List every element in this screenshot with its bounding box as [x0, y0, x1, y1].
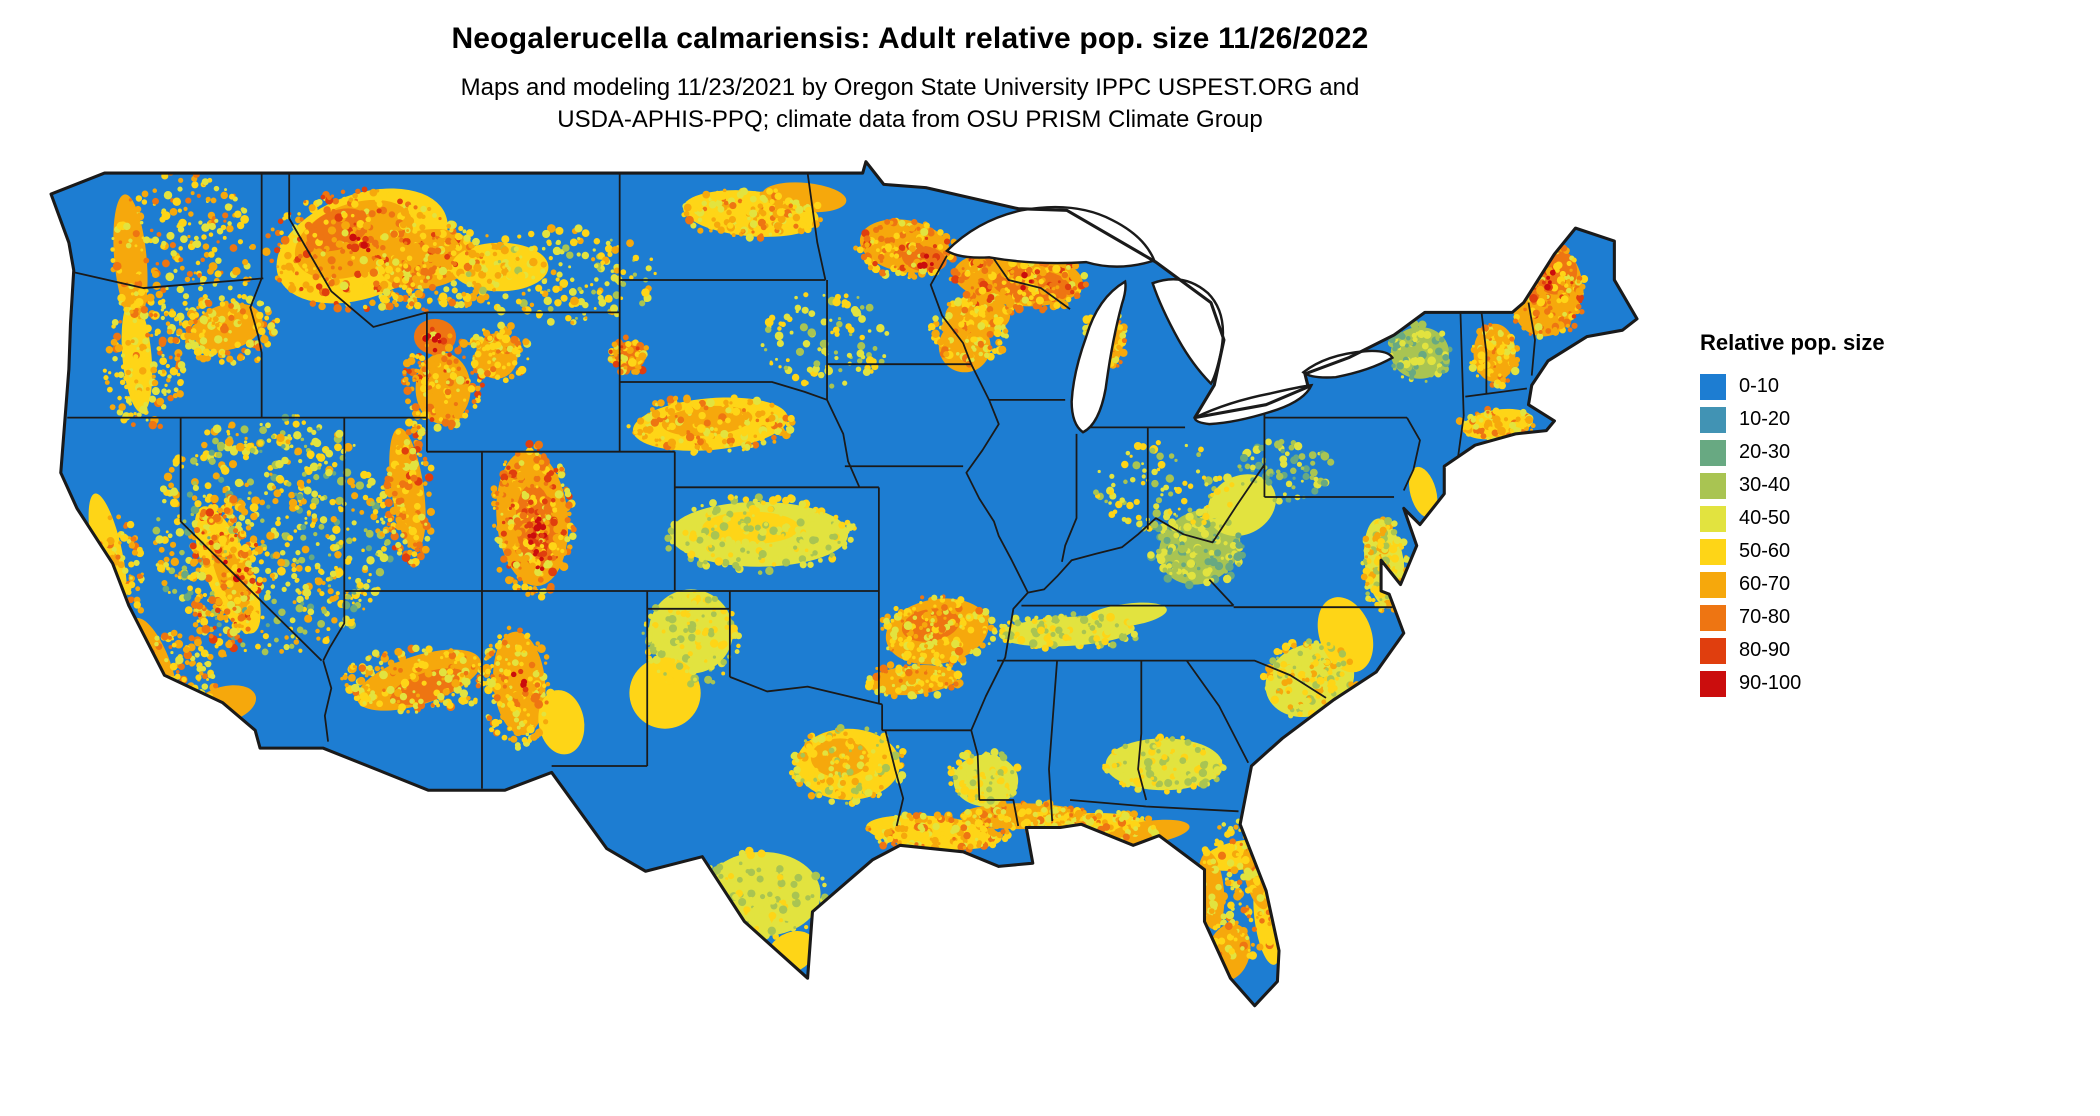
legend-swatch [1700, 571, 1726, 598]
legend-row: 70-80 [1700, 601, 1885, 634]
legend-label: 40-50 [1739, 507, 1791, 529]
legend-row: 30-40 [1700, 469, 1885, 502]
legend-swatch [1700, 373, 1726, 400]
legend-row: 40-50 [1700, 502, 1885, 535]
legend-label: 30-40 [1739, 474, 1791, 496]
legend-label: 60-70 [1739, 573, 1791, 595]
legend-label: 90-100 [1739, 672, 1802, 694]
map-legend: Relative pop. size 0-10 10-20 20-30 30-40 40… [1700, 330, 1885, 700]
legend-label: 20-30 [1739, 441, 1791, 463]
page-title: Neogalerucella calmariensis: Adult relat… [451, 22, 1369, 55]
credit-line-2: USDA-APHIS-PPQ; climate data from OSU PR… [557, 105, 1263, 133]
land-raster [51, 161, 1638, 1006]
legend-label: 0-10 [1739, 375, 1780, 397]
state-boundaries [67, 172, 1536, 827]
legend-label: 50-60 [1739, 540, 1791, 562]
legend-row: 20-30 [1700, 436, 1885, 469]
legend-label: 70-80 [1739, 606, 1791, 628]
legend-row: 10-20 [1700, 403, 1885, 436]
legend-label: 10-20 [1739, 408, 1791, 430]
figure-header: Neogalerucella calmariensis: Adult relat… [60, 22, 1760, 135]
legend-rows: 0-10 10-20 20-30 30-40 40-50 50-60 60-70 70-80 8… [1700, 370, 1885, 700]
legend-label: 80-90 [1739, 639, 1791, 661]
credit-line-1: Maps and modeling 11/23/2021 by Oregon S… [460, 74, 1360, 101]
legend-row: 80-90 [1700, 634, 1885, 667]
legend-row: 0-10 [1700, 370, 1885, 403]
legend-swatch [1700, 637, 1726, 664]
legend-swatch [1700, 439, 1726, 466]
us-population-map [30, 145, 1650, 1037]
legend-swatch [1700, 472, 1726, 499]
legend-swatch [1700, 604, 1726, 631]
legend-swatch [1700, 505, 1726, 532]
legend-swatch [1700, 670, 1726, 697]
legend-swatch [1700, 538, 1726, 565]
legend-row: 50-60 [1700, 535, 1885, 568]
credit-text: Maps and modeling 11/23/2021 by Oregon S… [60, 72, 1760, 135]
legend-row: 90-100 [1700, 667, 1885, 700]
us-map-svg [49, 160, 1639, 1008]
legend-title: Relative pop. size [1700, 330, 1885, 355]
legend-swatch [1700, 406, 1726, 433]
national-outline [49, 160, 1639, 1008]
legend-row: 60-70 [1700, 568, 1885, 601]
